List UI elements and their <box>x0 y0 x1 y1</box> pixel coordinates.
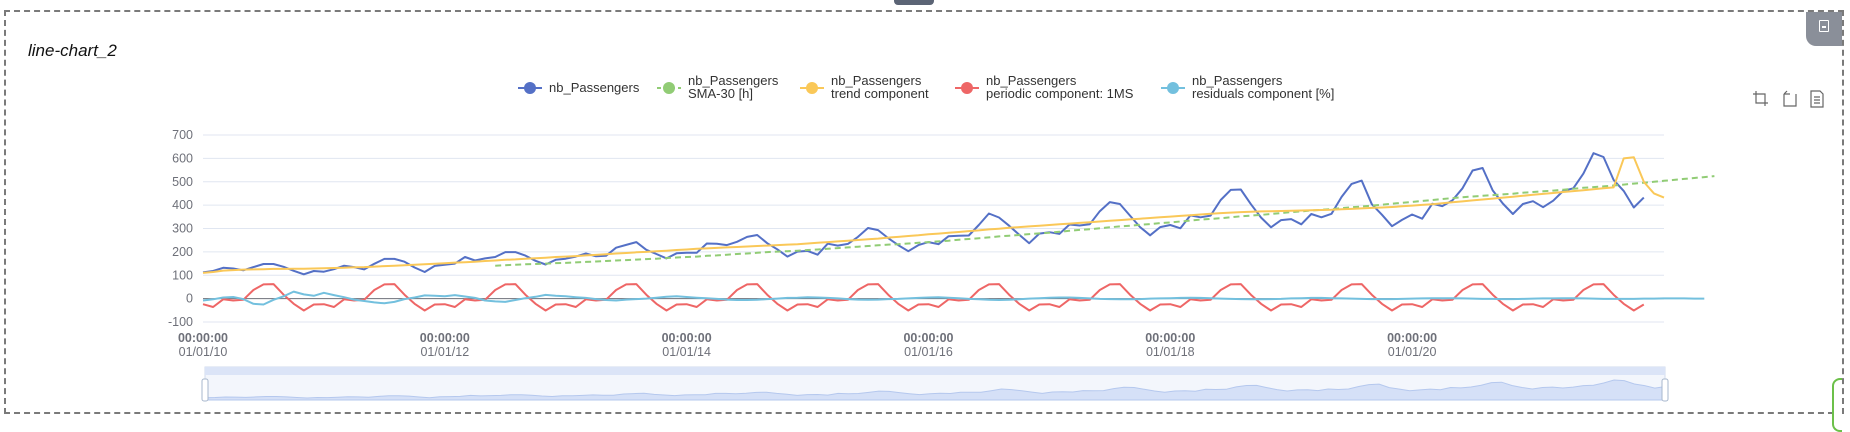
datazoom-selected-bar[interactable] <box>205 367 1665 375</box>
panel-menu-button[interactable] <box>1806 12 1842 46</box>
legend-label-sub[interactable]: SMA-30 [h] <box>688 86 753 101</box>
legend-swatch-dot[interactable] <box>663 82 675 94</box>
series-line-4 <box>202 290 1705 306</box>
zoom-icon[interactable] <box>1752 90 1770 108</box>
y-tick-label: 700 <box>172 128 193 142</box>
x-tick-time: 00:00:00 <box>420 331 470 345</box>
datazoom-handle-left[interactable] <box>201 378 209 402</box>
legend-swatch-dot[interactable] <box>1167 82 1179 94</box>
legend-swatch-dot[interactable] <box>524 82 536 94</box>
y-tick-label: 0 <box>186 292 193 306</box>
legend-swatch-dot[interactable] <box>806 82 818 94</box>
zoom-reset-icon[interactable] <box>1780 90 1798 108</box>
legend-label[interactable]: nb_Passengers <box>831 73 922 88</box>
legend-label[interactable]: nb_Passengers <box>549 80 640 95</box>
top-handle[interactable] <box>894 0 934 5</box>
y-tick-label: 500 <box>172 175 193 189</box>
y-tick-label: 400 <box>172 198 193 212</box>
x-tick-date: 01/01/14 <box>662 345 711 359</box>
legend-label[interactable]: nb_Passengers <box>1192 73 1283 88</box>
y-tick-label: 300 <box>172 222 193 236</box>
x-tick-date: 01/01/12 <box>420 345 469 359</box>
document-icon <box>1819 20 1829 32</box>
chart-title: line-chart_2 <box>28 41 117 60</box>
x-tick-date: 01/01/20 <box>1388 345 1437 359</box>
series-line-1 <box>495 175 1715 267</box>
legend-label-sub[interactable]: periodic component: 1MS <box>986 86 1134 101</box>
x-tick-time: 00:00:00 <box>903 331 953 345</box>
x-tick-date: 01/01/10 <box>179 345 228 359</box>
y-tick-label: 200 <box>172 245 193 259</box>
x-tick-date: 01/01/16 <box>904 345 953 359</box>
legend-label-sub[interactable]: trend component <box>831 86 929 101</box>
legend-swatch-dot[interactable] <box>961 82 973 94</box>
datazoom-preview <box>204 379 1666 401</box>
legend-label-sub[interactable]: residuals component [%] <box>1192 86 1334 101</box>
x-tick-time: 00:00:00 <box>1387 331 1437 345</box>
legend-label[interactable]: nb_Passengers <box>986 73 1077 88</box>
series-line-0 <box>202 152 1645 276</box>
data-view-icon[interactable] <box>1808 90 1826 108</box>
x-tick-date: 01/01/18 <box>1146 345 1195 359</box>
series-line-3 <box>202 283 1645 312</box>
chart-toolbox <box>1752 90 1826 108</box>
x-tick-time: 00:00:00 <box>1145 331 1195 345</box>
y-tick-label: 600 <box>172 151 193 165</box>
series-line-2 <box>202 156 1665 274</box>
y-tick-label: 100 <box>172 268 193 282</box>
legend-label[interactable]: nb_Passengers <box>688 73 779 88</box>
chart-panel: line-chart_2 <box>4 10 1844 432</box>
x-tick-time: 00:00:00 <box>662 331 712 345</box>
x-tick-time: 00:00:00 <box>178 331 228 345</box>
datazoom-handle-right[interactable] <box>1661 378 1669 402</box>
y-tick-label: -100 <box>168 315 193 329</box>
